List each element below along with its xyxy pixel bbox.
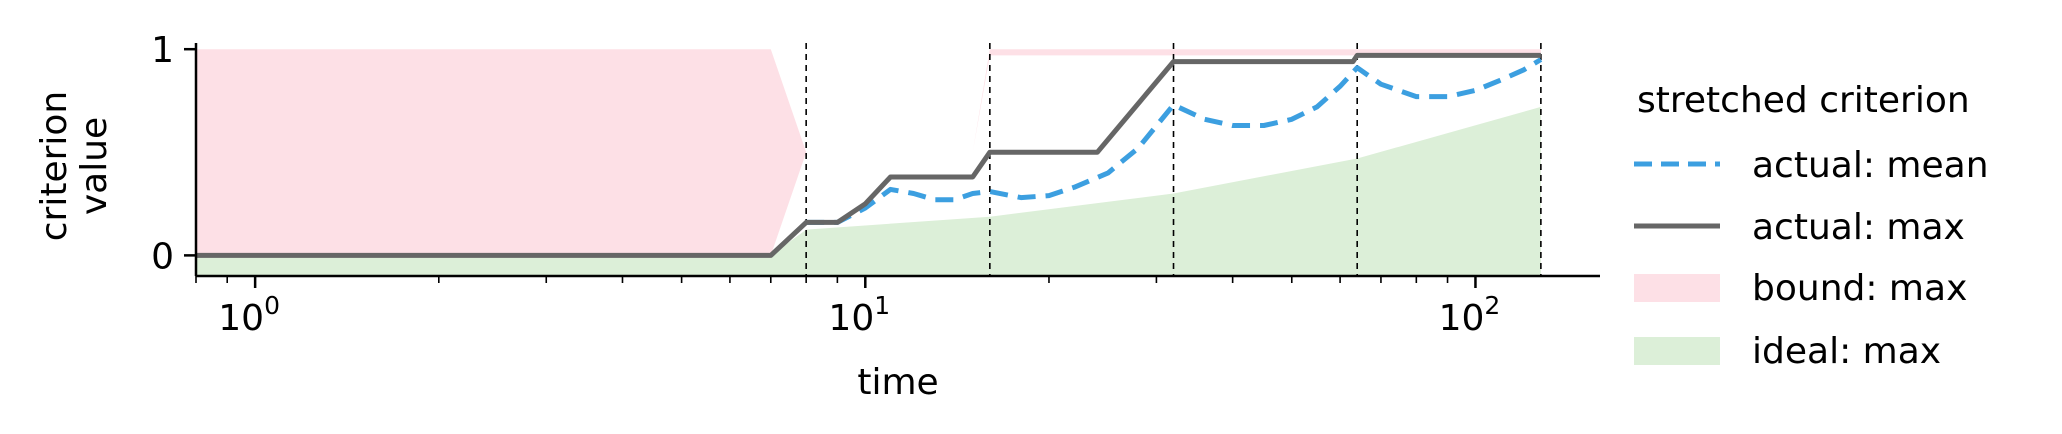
x-tick-label: 101 — [828, 291, 890, 339]
ideal-max-area — [196, 106, 1541, 277]
legend-label-ideal-max: ideal: max — [1752, 331, 1941, 372]
axis-ticks: 100 101 102 0 1 — [151, 30, 1500, 339]
legend-swatch-ideal-max — [1634, 337, 1720, 365]
legend-label-actual-max: actual: max — [1752, 207, 1965, 248]
plot-area — [196, 43, 1543, 277]
legend-label-bound-max: bound: max — [1752, 268, 1967, 309]
y-tick-label: 0 — [151, 236, 174, 277]
y-axis-label: criterionvalue — [34, 91, 115, 242]
legend-title: stretched criterion — [1637, 80, 1970, 121]
actual-max-line — [196, 52, 1541, 258]
x-tick-label: 102 — [1439, 291, 1501, 339]
x-axis-label: time — [857, 362, 938, 403]
y-tick-label: 1 — [151, 30, 174, 71]
x-tick-label: 100 — [218, 291, 280, 339]
legend-swatch-bound-max — [1634, 274, 1720, 302]
bound-max-area — [196, 49, 1541, 256]
legend-label-actual-mean: actual: mean — [1752, 145, 1989, 186]
legend: stretched criterion actual: mean actual:… — [1634, 80, 1989, 372]
